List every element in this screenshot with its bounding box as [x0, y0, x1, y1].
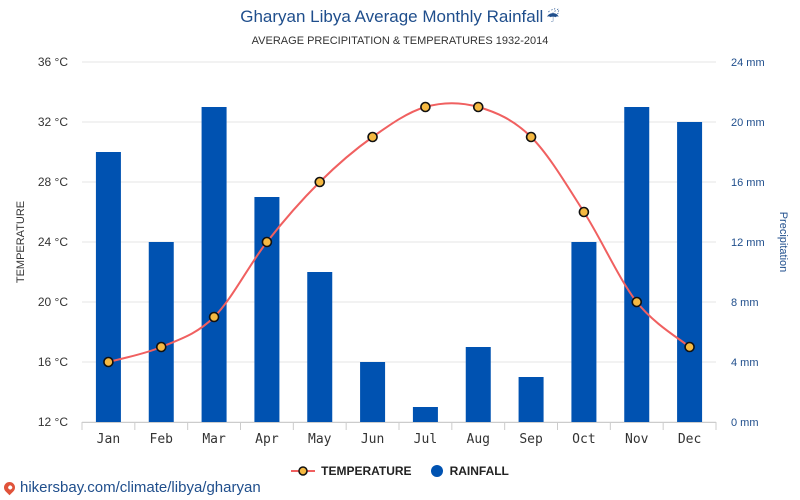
temperature-point	[525, 131, 537, 143]
x-tick-label: Nov	[625, 432, 649, 447]
temperature-point	[578, 206, 590, 218]
rainfall-bar	[360, 362, 386, 422]
location-pin-icon	[1, 479, 18, 496]
y-left-axis-title: TEMPERATURE	[15, 201, 27, 283]
rainfall-bar	[148, 242, 174, 422]
y-right-tick-label: 4 mm	[731, 357, 759, 369]
rainfall-bar	[412, 407, 438, 422]
temperature-legend-icon	[291, 466, 316, 476]
rainfall-bar	[518, 377, 544, 422]
rainfall-bar	[465, 347, 491, 422]
temperature-point	[261, 236, 273, 248]
x-tick-label: May	[308, 432, 332, 447]
chart-area: 12 °C 0 mm 16 °C 4 mm 20 °C 8 mm 24 °C 12 mm 28 …	[15, 55, 789, 447]
x-tick-label: Jul	[414, 432, 437, 447]
temperature-point	[420, 101, 431, 113]
y-left-tick-label: 24 °C	[38, 235, 68, 249]
temperature-point	[684, 341, 695, 353]
umbrella-rain-icon: ☔	[546, 9, 560, 26]
x-tick-label: Dec	[678, 432, 701, 447]
chart-legend: TEMPERATURE RAINFALL	[0, 464, 800, 478]
y-left-tick-label: 20 °C	[38, 295, 68, 309]
x-tick-label: Mar	[202, 432, 226, 447]
y-right-tick-label: 20 mm	[731, 117, 765, 129]
rainfall-bar	[624, 107, 650, 422]
y-right-axis-title: Precipitation	[777, 212, 789, 273]
temperature-point	[314, 176, 326, 188]
x-tick-label: Apr	[255, 432, 279, 447]
y-right-tick-label: 8 mm	[731, 297, 759, 309]
temperature-line	[108, 102, 691, 363]
rainfall-bar	[254, 197, 280, 422]
x-tick-label: Jan	[97, 432, 120, 447]
y-left-tick-label: 12 °C	[38, 415, 68, 429]
rainfall-legend-icon	[430, 465, 443, 477]
legend-label-temperature: TEMPERATURE	[321, 464, 412, 478]
y-right-tick-label: 0 mm	[731, 417, 759, 429]
temperature-point	[208, 311, 220, 323]
x-tick-label: Aug	[467, 432, 490, 447]
source-text: hikersbay.com/climate/libya/gharyan	[20, 479, 261, 496]
source-link[interactable]: hikersbay.com/climate/libya/gharyan	[1, 479, 261, 496]
rainfall-bar	[307, 272, 333, 422]
rainfall-bar	[677, 122, 703, 422]
x-tick-label: Sep	[519, 432, 543, 447]
x-tick-label: Feb	[150, 432, 174, 447]
y-left-tick-label: 16 °C	[38, 355, 68, 369]
temperature-point	[367, 131, 378, 143]
temperature-point	[155, 341, 167, 353]
y-left-tick-label: 36 °C	[38, 55, 68, 69]
chart-subtitle: AVERAGE PRECIPITATION & TEMPERATURES 193…	[251, 35, 549, 47]
temperature-point	[103, 356, 114, 368]
temperature-point	[631, 296, 643, 308]
legend-item-rainfall[interactable]: RAINFALL	[430, 464, 509, 478]
y-right-tick-label: 24 mm	[731, 57, 765, 69]
y-right-tick-label: 12 mm	[731, 237, 765, 249]
y-left-tick-label: 28 °C	[38, 175, 68, 189]
legend-label-rainfall: RAINFALL	[449, 464, 509, 478]
rainfall-bar	[95, 152, 121, 422]
y-right-tick-label: 16 mm	[731, 177, 765, 189]
x-tick-label: Oct	[572, 432, 595, 447]
legend-item-temperature[interactable]: TEMPERATURE	[291, 464, 412, 478]
rainfall-bar	[571, 242, 597, 422]
temperature-point	[472, 101, 484, 113]
x-tick-label: Jun	[361, 432, 384, 447]
rainfall-bar	[201, 107, 227, 422]
y-left-tick-label: 32 °C	[38, 115, 68, 129]
chart-title: Gharyan Libya Average Monthly Rainfall ☔	[240, 7, 560, 26]
